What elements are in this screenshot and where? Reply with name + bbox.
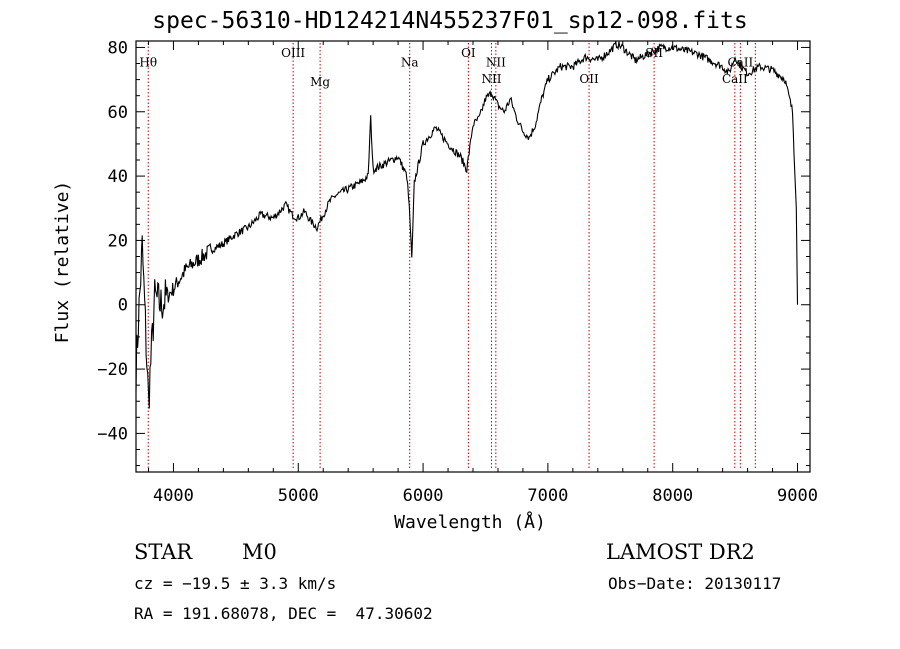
- annotation-4: OI: [461, 46, 476, 60]
- y-tick-label: 20: [108, 231, 128, 251]
- survey-name: LAMOST DR2: [606, 540, 755, 564]
- emission-line-markers: [147, 43, 756, 470]
- x-tick-label: 5000: [278, 486, 319, 506]
- y-axis-label: Flux (relative): [52, 181, 73, 344]
- annotation-7: OII: [579, 72, 599, 86]
- redshift-velocity: cz = −19.5 ± 3.3 km/s: [134, 574, 337, 593]
- y-tick-label: 40: [108, 167, 128, 187]
- axis-tick-labels: 4000 5000 6000 7000 8000 9000 −40 −20 0 20 40 60 80: [97, 38, 818, 506]
- object-subclass: M0: [242, 540, 277, 564]
- annotation-9: CaII: [722, 72, 748, 86]
- x-tick-label: 7000: [527, 486, 568, 506]
- coordinates: RA = 191.68078, DEC = 47.30602: [134, 604, 433, 623]
- axis-ticks: [136, 41, 810, 472]
- annotation-5: NII: [481, 72, 501, 86]
- x-axis-label: Wavelength (Å): [394, 511, 546, 533]
- annotation-3: Na: [401, 56, 419, 70]
- annotation-2: Mg: [310, 75, 330, 89]
- plot-frame: [135, 40, 811, 473]
- x-tick-label: 4000: [153, 486, 194, 506]
- observation-date: Obs−Date: 20130117: [608, 574, 782, 593]
- x-tick-label: 9000: [777, 486, 818, 506]
- x-tick-label: 6000: [403, 486, 444, 506]
- y-tick-label: 0: [118, 296, 128, 316]
- annotation-1: OIII: [281, 46, 305, 60]
- annotation-0: Hθ: [139, 56, 157, 70]
- x-tick-label: 8000: [652, 486, 693, 506]
- y-tick-label: −40: [97, 424, 128, 444]
- chart-title: spec-56310-HD124214N455237F01_sp12-098.f…: [152, 8, 748, 34]
- y-tick-label: −20: [97, 360, 128, 380]
- y-tick-label: 60: [108, 103, 128, 123]
- y-tick-label: 80: [108, 38, 128, 58]
- object-class: STAR: [134, 540, 193, 564]
- spectrum-line: [135, 41, 799, 409]
- annotation-6: NII: [486, 56, 506, 70]
